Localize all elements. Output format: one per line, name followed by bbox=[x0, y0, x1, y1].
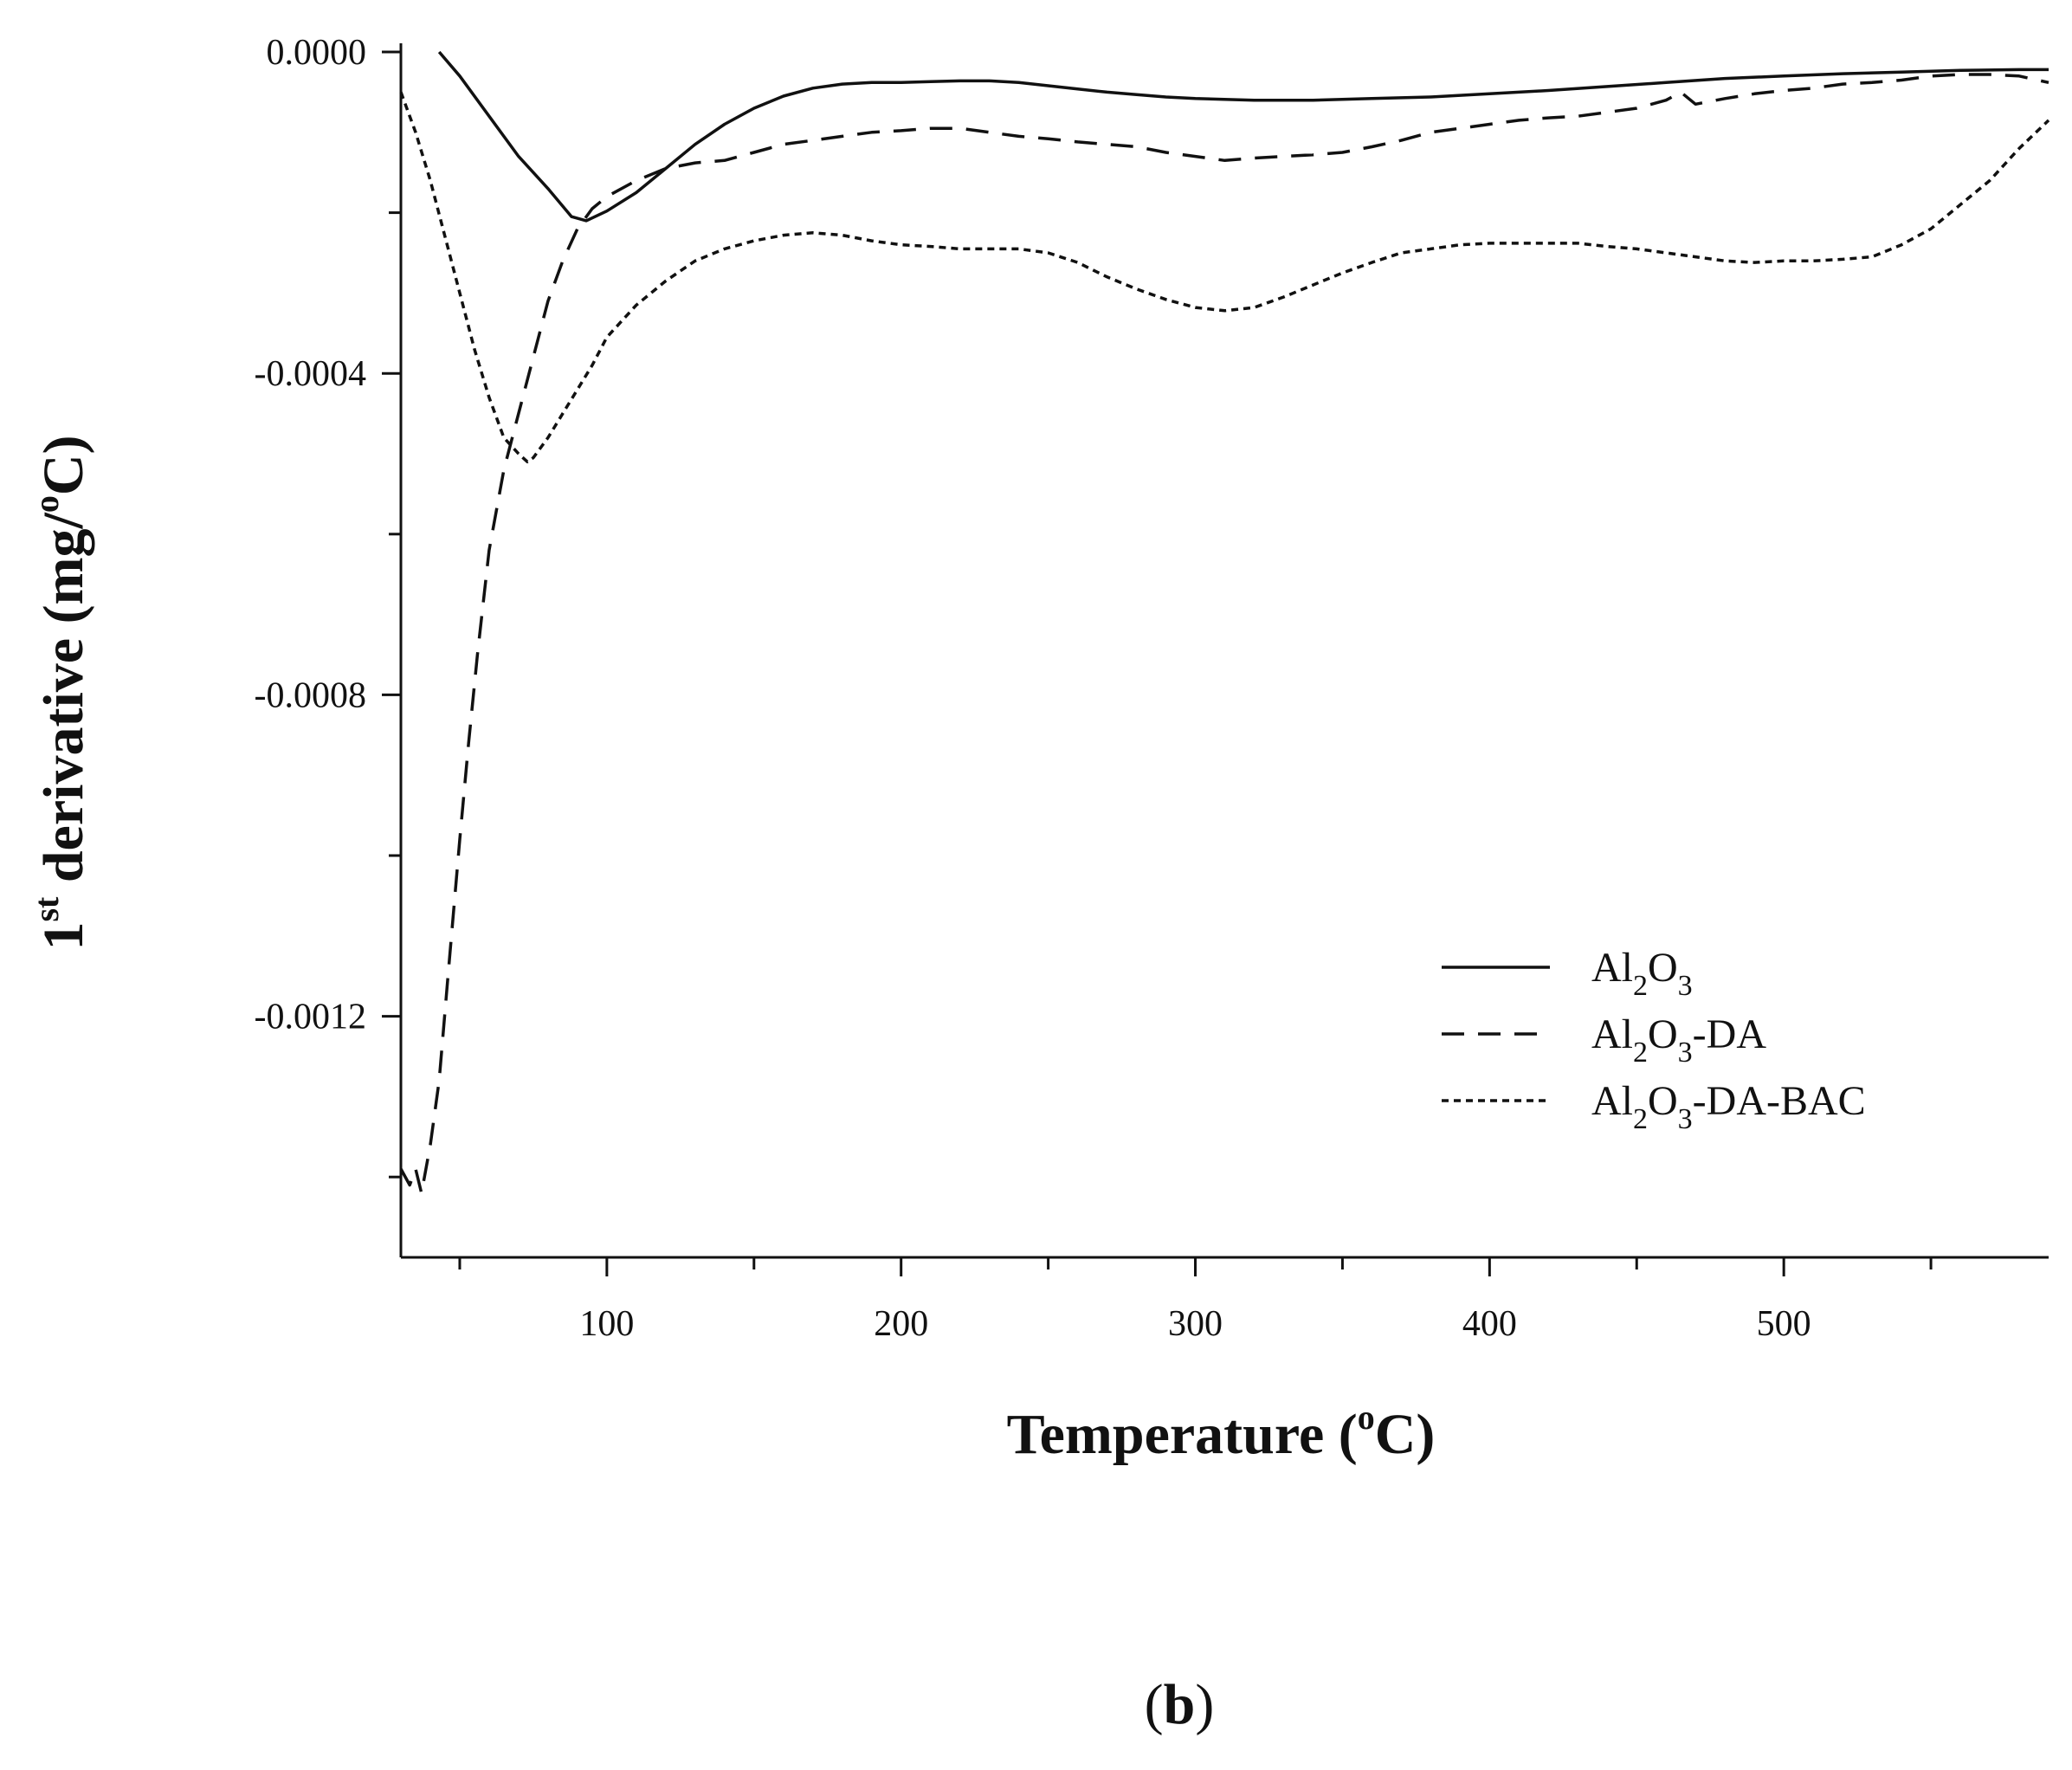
figure-caption: (b) bbox=[1145, 1673, 1215, 1736]
y-tick-label: 0.0000 bbox=[267, 33, 367, 73]
series-line-3 bbox=[399, 91, 2050, 464]
series-line-2 bbox=[399, 73, 2049, 1195]
legend: Al2O3 Al2O3-DA Al2O3-DA-BAC bbox=[1442, 945, 1866, 1135]
x-tick-label: 100 bbox=[579, 1304, 634, 1344]
y-tick-label: -0.0008 bbox=[255, 675, 367, 715]
legend-label-3: Al2O3-DA-BAC bbox=[1591, 1078, 1866, 1135]
y-tick-label: -0.0012 bbox=[255, 998, 367, 1037]
legend-label-2: Al2O3-DA bbox=[1591, 1011, 1766, 1069]
x-tick-label: 200 bbox=[874, 1304, 928, 1344]
x-axis-title: Temperature (oC) bbox=[1007, 1398, 1436, 1466]
y-axis-title: 1st derivative (mg/oC) bbox=[27, 435, 95, 950]
x-tick-label: 400 bbox=[1462, 1304, 1517, 1344]
y-tick-label: -0.0004 bbox=[255, 354, 367, 394]
axes: 100 200 300 400 500 0.0000 -0.0004 -0.0008 -0.00… bbox=[255, 33, 2049, 1344]
series-line-1 bbox=[437, 50, 2049, 223]
x-tick-label: 500 bbox=[1757, 1304, 1811, 1344]
x-tick-label: 300 bbox=[1168, 1304, 1223, 1344]
legend-label-1: Al2O3 bbox=[1591, 945, 1693, 1002]
series-layer bbox=[399, 50, 2050, 1195]
